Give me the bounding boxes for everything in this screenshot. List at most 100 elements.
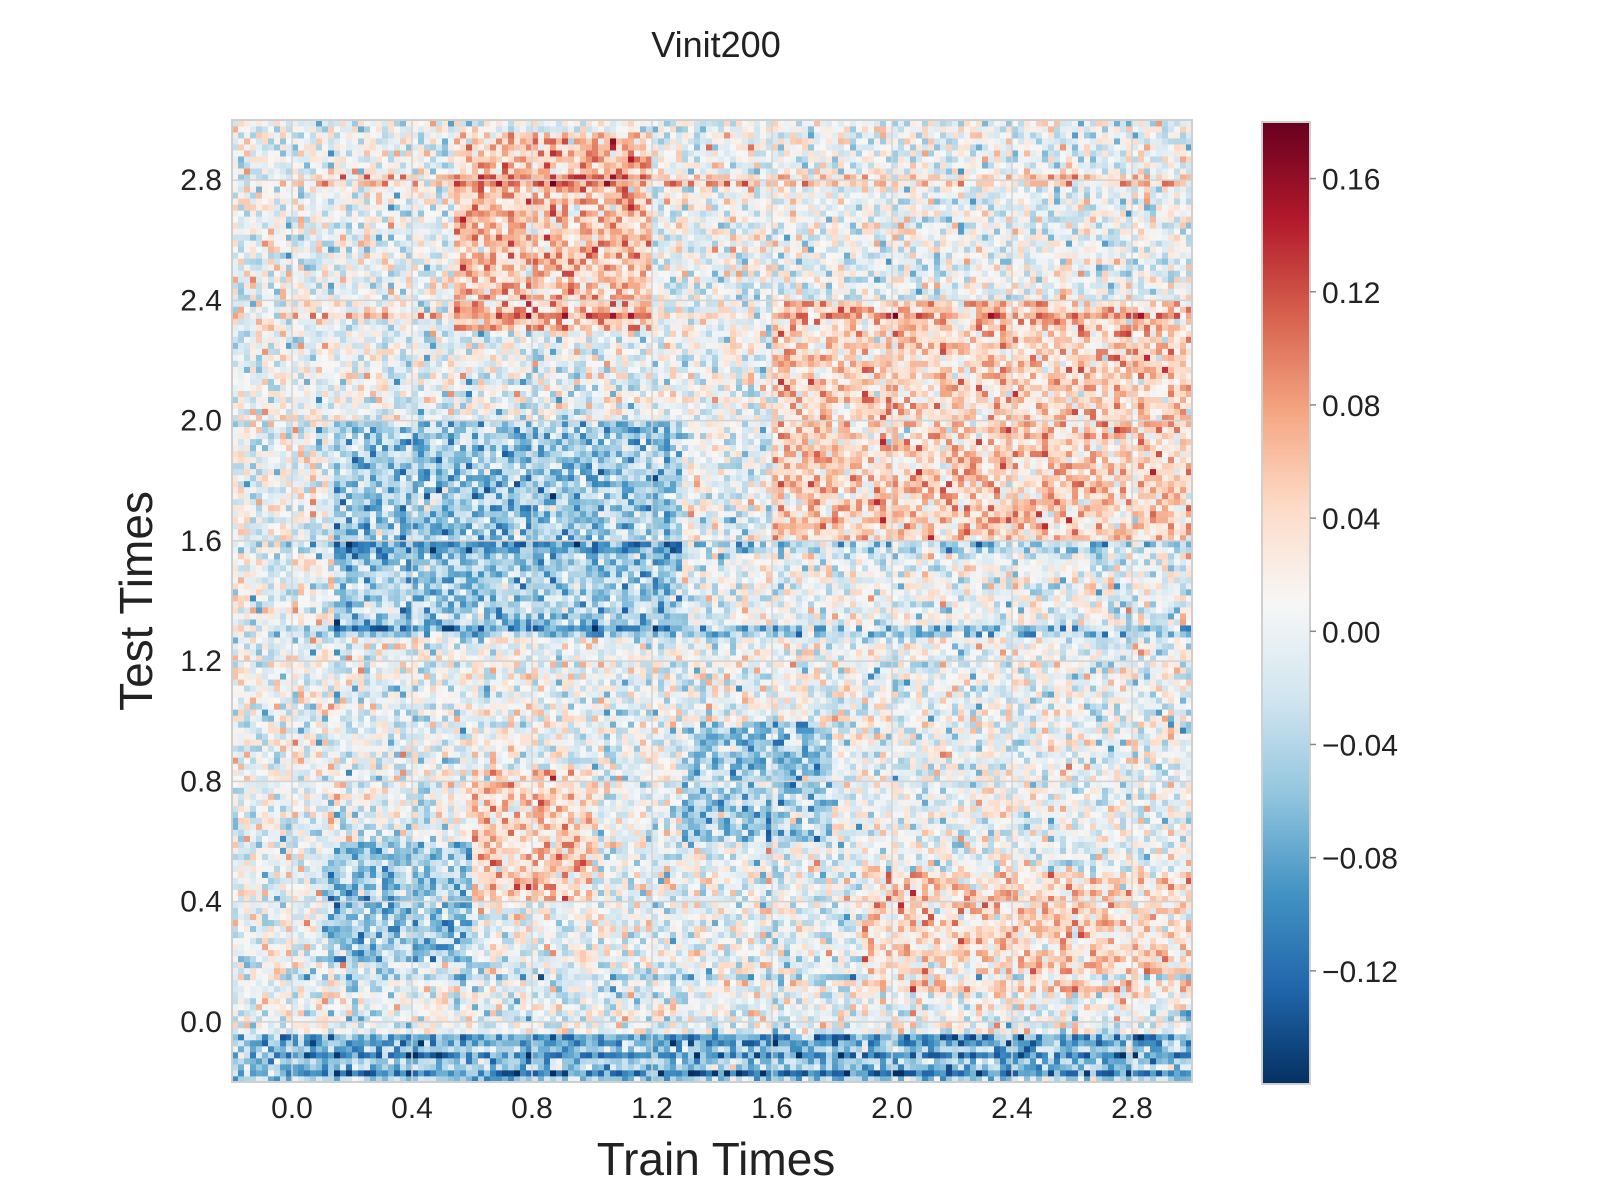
heatmap-cell <box>1156 1040 1162 1046</box>
heatmap-cell <box>280 1070 286 1076</box>
heatmap-cell <box>934 968 940 974</box>
heatmap-cell <box>910 992 916 998</box>
heatmap-cell <box>742 1034 748 1040</box>
heatmap-cell <box>538 908 544 914</box>
heatmap-cell <box>274 950 280 956</box>
heatmap-cell <box>1156 998 1162 1004</box>
heatmap-cell <box>586 1034 592 1040</box>
heatmap-cell <box>340 1046 346 1052</box>
heatmap-cell <box>1000 926 1006 932</box>
heatmap-cell <box>352 1040 358 1046</box>
heatmap-cell <box>868 1052 874 1058</box>
heatmap-cell <box>586 986 592 992</box>
heatmap-cell <box>1018 932 1024 938</box>
heatmap-cell <box>1090 1070 1096 1076</box>
heatmap-cell <box>538 980 544 986</box>
heatmap-cell <box>946 1058 952 1064</box>
heatmap-cell <box>664 950 670 956</box>
heatmap-cell <box>1162 1028 1168 1034</box>
heatmap-cell <box>544 1010 550 1016</box>
heatmap-cell <box>268 920 274 926</box>
heatmap-cell <box>808 974 814 980</box>
heatmap-cell <box>388 956 394 962</box>
heatmap-cell <box>598 1034 604 1040</box>
heatmap-cell <box>1084 920 1090 926</box>
heatmap-cell <box>706 992 712 998</box>
heatmap-cell <box>1018 1064 1024 1070</box>
heatmap-cell <box>934 1058 940 1064</box>
heatmap-cell <box>1048 926 1054 932</box>
heatmap-cell <box>916 914 922 920</box>
heatmap-cell <box>328 908 334 914</box>
heatmap-cell <box>874 908 880 914</box>
heatmap-cell <box>712 1064 718 1070</box>
heatmap-cell <box>1096 1070 1102 1076</box>
heatmap-cell <box>1036 1052 1042 1058</box>
heatmap-cell <box>442 962 448 968</box>
heatmap-cell <box>730 1064 736 1070</box>
heatmap-cell <box>970 1010 976 1016</box>
heatmap-cell <box>682 992 688 998</box>
heatmap-cell <box>700 1058 706 1064</box>
heatmap-cell <box>310 1034 316 1040</box>
heatmap-cell <box>328 998 334 1004</box>
heatmap-cell <box>862 1052 868 1058</box>
heatmap-cell <box>580 938 586 944</box>
heatmap-cell <box>802 920 808 926</box>
heatmap-cell <box>712 956 718 962</box>
heatmap-cell <box>250 1064 256 1070</box>
heatmap-cell <box>724 1010 730 1016</box>
heatmap-cell <box>754 1004 760 1010</box>
heatmap-cell <box>664 1034 670 1040</box>
heatmap-cell <box>964 920 970 926</box>
heatmap-cell <box>640 944 646 950</box>
heatmap-cell <box>988 1040 994 1046</box>
heatmap-cell <box>922 932 928 938</box>
heatmap-cell <box>754 980 760 986</box>
heatmap-cell <box>298 902 304 908</box>
heatmap-cell <box>238 992 244 998</box>
heatmap-cell <box>928 944 934 950</box>
heatmap-cell <box>550 1058 556 1064</box>
heatmap-cell <box>1000 1010 1006 1016</box>
heatmap-cell <box>412 944 418 950</box>
heatmap-cell <box>1030 1052 1036 1058</box>
heatmap-cell <box>844 1040 850 1046</box>
heatmap-cell <box>790 1010 796 1016</box>
heatmap-cell <box>256 902 262 908</box>
heatmap-cell <box>238 1058 244 1064</box>
heatmap-cell <box>268 1022 274 1028</box>
heatmap-cell <box>1054 956 1060 962</box>
heatmap-cell <box>778 1046 784 1052</box>
heatmap-cell <box>970 1052 976 1058</box>
heatmap-cell <box>1072 1028 1078 1034</box>
heatmap-cell <box>706 1004 712 1010</box>
heatmap-cell <box>316 932 322 938</box>
heatmap-cell <box>952 944 958 950</box>
heatmap-cell <box>316 890 322 896</box>
heatmap-cell <box>1132 986 1138 992</box>
heatmap-cell <box>1174 1046 1180 1052</box>
heatmap-cell <box>616 998 622 1004</box>
heatmap-cell <box>874 944 880 950</box>
heatmap-cell <box>454 1010 460 1016</box>
heatmap-cell <box>706 908 712 914</box>
heatmap-cell <box>454 926 460 932</box>
heatmap-cell <box>634 1004 640 1010</box>
heatmap-cell <box>316 992 322 998</box>
heatmap-cell <box>580 914 586 920</box>
heatmap-cell <box>376 1046 382 1052</box>
heatmap-cell <box>304 992 310 998</box>
heatmap-cell <box>640 974 646 980</box>
heatmap-cell <box>1054 1004 1060 1010</box>
heatmap-cell <box>1114 1022 1120 1028</box>
heatmap-cell <box>1018 998 1024 1004</box>
heatmap-cell <box>808 986 814 992</box>
heatmap-cell <box>826 1058 832 1064</box>
heatmap-cell <box>904 1040 910 1046</box>
heatmap-cell <box>1114 956 1120 962</box>
heatmap-cell <box>952 950 958 956</box>
heatmap-cell <box>1084 944 1090 950</box>
heatmap-cell <box>448 950 454 956</box>
heatmap-cell <box>364 1058 370 1064</box>
